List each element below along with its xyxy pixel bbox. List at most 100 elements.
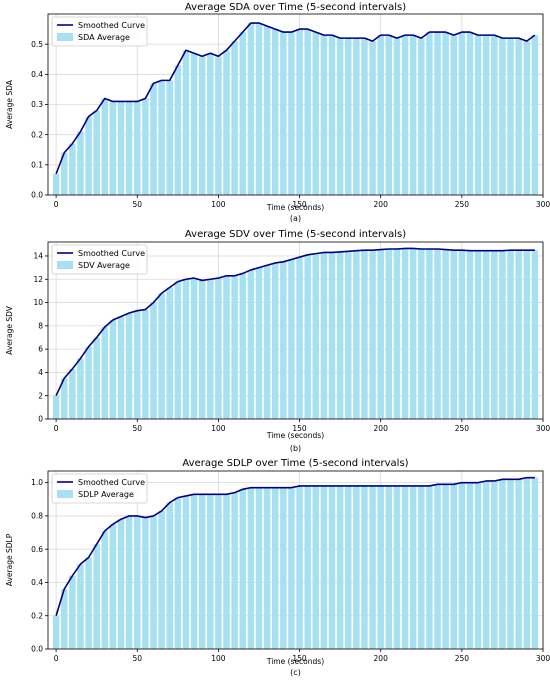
bar [377, 485, 384, 649]
y-tick-label: 8 [38, 321, 43, 330]
bar [93, 544, 100, 649]
bar [134, 515, 141, 649]
legend: Smoothed Curve SDA Average [51, 16, 148, 47]
bar [361, 485, 368, 649]
bar [207, 279, 214, 419]
y-axis-label: Average SDLP [5, 533, 14, 586]
bar [223, 494, 230, 649]
bar [515, 250, 522, 419]
y-tick-label: 14 [33, 252, 43, 261]
chart-panel-1: Average SDA over Time (5-second interval… [5, 2, 550, 223]
x-tick-label: 0 [54, 200, 59, 209]
smoothed-curve-line [55, 247, 535, 397]
y-axis-label: Average SDV [5, 305, 14, 355]
x-tick-label: 150 [292, 200, 307, 209]
bar [296, 29, 303, 196]
bar [296, 257, 303, 419]
bar [531, 35, 539, 195]
bar [482, 480, 490, 649]
bar [60, 152, 68, 195]
bar [450, 484, 457, 649]
bar [109, 101, 117, 195]
y-tick-label: 0.3 [31, 100, 43, 109]
legend-label-bar: SDLP Average [78, 490, 134, 499]
bar [271, 262, 279, 419]
bar [85, 116, 92, 195]
bar [442, 484, 449, 649]
legend-bar-swatch [57, 261, 73, 269]
bar [166, 502, 173, 649]
bar [101, 98, 109, 195]
bar [401, 248, 409, 419]
bar [336, 38, 344, 196]
bar [288, 259, 295, 419]
x-tick-label: 300 [536, 654, 550, 663]
bar [466, 32, 474, 195]
legend-label-line: Smoothed Curve [78, 478, 145, 487]
bar [531, 250, 539, 419]
bar [125, 515, 133, 649]
x-tick-label: 100 [211, 654, 226, 663]
bar [158, 293, 165, 419]
chart-title: Average SDLP over Time (5-second interva… [182, 458, 408, 469]
bar [93, 110, 100, 195]
bar [312, 32, 320, 195]
bar [190, 494, 198, 649]
bar [231, 492, 238, 649]
bar [409, 35, 417, 195]
bar [52, 173, 60, 195]
bar [52, 615, 60, 649]
bar [474, 482, 482, 649]
bar [328, 35, 336, 195]
bar [60, 589, 68, 649]
bar [320, 35, 328, 195]
panel-caption: (c) [290, 668, 301, 677]
bar [418, 485, 425, 649]
bar [247, 23, 255, 195]
bar [271, 29, 279, 196]
bar [434, 484, 441, 649]
bar [393, 248, 401, 419]
bar [190, 278, 198, 419]
x-tick-label: 200 [374, 200, 389, 209]
bar [77, 131, 84, 195]
bar [491, 250, 498, 419]
y-tick-label: 10 [33, 298, 43, 307]
bar [247, 269, 255, 419]
bar [52, 395, 60, 419]
bar [523, 477, 531, 649]
bar [182, 279, 190, 419]
bar [239, 273, 246, 419]
bar [231, 275, 238, 419]
bar [101, 530, 109, 649]
panel-caption: (a) [290, 214, 301, 223]
bar [77, 358, 84, 419]
x-tick-label: 150 [292, 654, 307, 663]
bar [134, 101, 141, 195]
x-tick-label: 250 [455, 200, 470, 209]
bar [442, 249, 449, 419]
bar [418, 38, 425, 196]
bar [458, 32, 466, 195]
bar [499, 38, 506, 196]
legend-bar-swatch [57, 490, 73, 498]
bar [401, 35, 409, 195]
x-axis-label: Time (seconds) [266, 431, 324, 440]
bar [69, 143, 76, 195]
bar [263, 487, 271, 649]
bar [280, 261, 287, 419]
bar [450, 35, 457, 195]
bar [507, 250, 514, 419]
bar [280, 487, 287, 649]
bar [182, 495, 190, 649]
bar [255, 487, 263, 649]
bar [491, 35, 498, 195]
bar [174, 65, 182, 196]
bar [85, 346, 92, 419]
bar [117, 316, 125, 419]
x-tick-label: 200 [374, 424, 389, 433]
bar [361, 38, 368, 196]
bar [320, 485, 328, 649]
y-tick-label: 0.8 [31, 512, 43, 521]
